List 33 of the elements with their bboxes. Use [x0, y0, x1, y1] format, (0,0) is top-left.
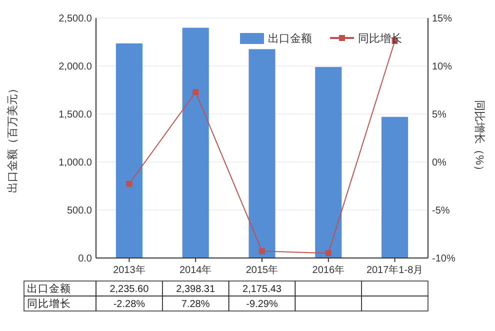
- y2-tick-label: -5%: [432, 206, 450, 216]
- y2-tick-label: 5%: [432, 110, 447, 120]
- data-label: 7.28%: [181, 299, 210, 310]
- y2-axis-title: 同比增长（%）: [473, 100, 486, 176]
- x-tick-label: 2015年: [246, 264, 278, 276]
- data-label: -9.29%: [246, 299, 278, 310]
- data-label: 2,235.60: [110, 284, 150, 295]
- y2-tick-label: -10%: [432, 254, 456, 264]
- x-tick-label: 2014年: [179, 264, 212, 276]
- text: 出口金额: [27, 283, 71, 295]
- data-label: 2,398.31: [176, 284, 216, 295]
- y-tick-label: 1,000.0: [58, 158, 92, 168]
- x-tick-label: 2013年: [113, 264, 146, 276]
- data-label: -2.28%: [113, 299, 146, 310]
- y-axis-title: 出口金额（百万美元）: [6, 83, 19, 193]
- legend-label: 出口金额: [268, 32, 312, 45]
- point: [325, 250, 332, 256]
- legend-label: 同比增长: [358, 32, 402, 45]
- y-tick-label: 500.0: [66, 206, 92, 216]
- data-label: 2,175.43: [242, 284, 282, 295]
- y2-tick-label: 15%: [432, 14, 452, 24]
- y2-tick-label: 10%: [432, 62, 452, 72]
- y-tick-label: 1,500.0: [58, 110, 92, 120]
- y-tick-label: 2,000.0: [58, 62, 92, 72]
- y-tick-label: 2,500.0: [58, 14, 92, 24]
- x-tick-label: 2016年: [312, 264, 345, 276]
- point: [192, 89, 199, 96]
- x-tick-label: 2017年1-8月: [366, 264, 424, 276]
- y2-tick-label: 0%: [432, 158, 447, 168]
- point: [126, 180, 132, 187]
- text: 同比增长: [27, 298, 71, 310]
- y-tick-label: 0.0: [78, 254, 92, 264]
- point: [259, 248, 265, 254]
